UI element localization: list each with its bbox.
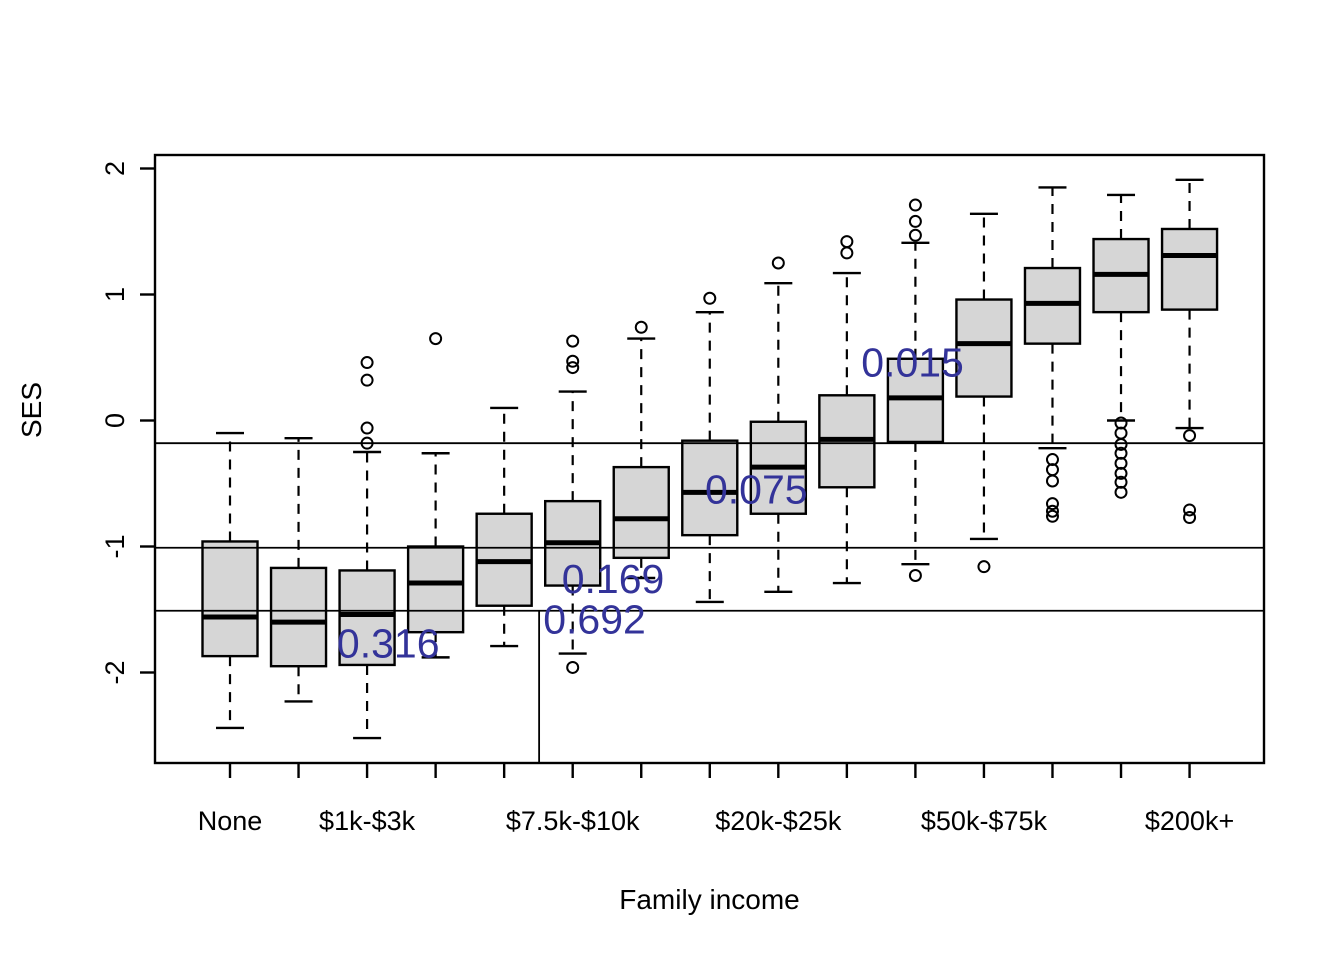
- x-axis-tick-label: $50k-$75k: [921, 806, 1048, 836]
- boxplot-box-10: [818, 235, 876, 585]
- x-axis-tick-label: $7.5k-$10k: [506, 806, 640, 836]
- outlier-point: [360, 356, 374, 370]
- iqr-box: [612, 465, 670, 560]
- boxplot-box-4: [406, 332, 465, 659]
- outlier-point: [1045, 504, 1059, 518]
- iqr-box: [1023, 266, 1082, 345]
- y-axis-tick-label: -2: [100, 660, 130, 684]
- iqr-box: [269, 566, 328, 668]
- boxplot-box-5: [475, 406, 533, 648]
- p-value-annotation: 0.075: [705, 467, 808, 513]
- outlier-point: [360, 373, 374, 387]
- outlier-point: [977, 560, 991, 574]
- outlier-point: [908, 214, 922, 228]
- iqr-box: [681, 439, 739, 537]
- outlier-point: [908, 568, 922, 582]
- iqr-box: [1160, 227, 1219, 311]
- outlier-point: [908, 198, 922, 212]
- outlier-point: [566, 354, 580, 368]
- outlier-point: [1045, 509, 1059, 523]
- boxplot-box-12: [955, 212, 1013, 574]
- outlier-point: [1114, 437, 1128, 451]
- boxplot-box-2: [269, 436, 328, 703]
- y-axis-tick-label: -1: [100, 534, 130, 558]
- iqr-box: [886, 357, 945, 444]
- p-value-annotation: 0.015: [861, 339, 964, 385]
- outlier-point: [360, 421, 374, 435]
- boxplot-box-6: [544, 334, 602, 674]
- outlier-point: [703, 291, 717, 305]
- x-axis-title: Family income: [619, 884, 800, 915]
- p-value-annotation: 0.169: [562, 556, 665, 602]
- outlier-point: [566, 660, 580, 674]
- x-axis-tick-label: None: [198, 806, 263, 836]
- outlier-point: [840, 246, 854, 260]
- outlier-point: [908, 228, 922, 242]
- y-axis-tick-label: 2: [100, 161, 130, 176]
- outlier-point: [1114, 485, 1128, 499]
- y-axis: 2 1 0 -1 -2: [100, 161, 155, 685]
- boxplot-box-8: [681, 291, 739, 604]
- p-value-annotation: 0.316: [337, 620, 440, 666]
- outlier-point: [429, 332, 443, 346]
- outlier-point: [1114, 466, 1128, 480]
- outlier-point: [1183, 511, 1197, 525]
- x-axis-tick-label: $200k+: [1145, 806, 1234, 836]
- outlier-point: [566, 361, 580, 375]
- x-axis: None $1k-$3k $7.5k-$10k $20k-$25k $50k-$75k $…: [198, 763, 1234, 836]
- reference-lines: [155, 442, 1264, 763]
- outlier-point: [1183, 429, 1197, 443]
- boxplot-box-13: [1023, 186, 1082, 523]
- outlier-point: [634, 320, 648, 334]
- iqr-box: [201, 540, 259, 658]
- outlier-point: [1183, 503, 1197, 517]
- x-axis-tick-label: $1k-$3k: [319, 806, 416, 836]
- boxplot-box-11: [886, 198, 945, 582]
- y-axis-title: SES: [16, 381, 47, 439]
- y-axis-tick-label: 1: [100, 287, 130, 302]
- boxplot-box-7: [612, 320, 670, 580]
- boxplot-box-15: [1160, 178, 1219, 525]
- iqr-box: [338, 569, 396, 667]
- y-axis-tick-label: 0: [100, 413, 130, 428]
- outlier-point: [566, 334, 580, 348]
- iqr-box: [406, 545, 465, 634]
- outlier-point: [1045, 497, 1059, 511]
- outlier-point: [1045, 474, 1059, 488]
- boxplot-box-14: [1092, 193, 1150, 499]
- outlier-point: [771, 256, 785, 270]
- boxplot-box-9: [749, 256, 808, 594]
- p-value-annotation: 0.692: [543, 596, 646, 642]
- iqr-box: [955, 298, 1013, 398]
- boxplot-box-1: [201, 431, 259, 730]
- x-axis-tick-label: $20k-$25k: [715, 806, 842, 836]
